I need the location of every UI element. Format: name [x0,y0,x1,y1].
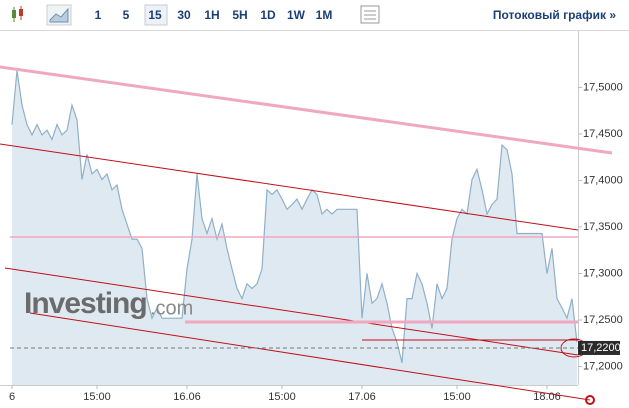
interval-button[interactable]: 1D [260,8,276,22]
y-tick-label: 17,3000 [583,267,623,279]
y-tick-label: 17,5000 [583,81,623,93]
candle-icon[interactable] [12,6,23,22]
trend-lines [0,65,613,405]
x-tick-label: 15:00 [268,391,296,403]
x-tick-label: 18.06 [533,391,561,403]
watermark-suffix: .com [150,297,193,319]
interval-button[interactable]: 1M [316,8,333,22]
interval-button[interactable]: 1H [204,8,219,22]
price-line [11,70,578,364]
area-icon[interactable] [46,4,72,26]
x-tick-label: 15:00 [83,391,111,403]
streaming-link[interactable]: Потоковый график » [493,8,616,22]
active-interval-box [144,4,168,26]
x-tick-label: 6 [9,391,15,403]
interval-button[interactable]: 5H [232,8,247,22]
y-tick-label: 17,4500 [583,128,623,140]
interval-button[interactable]: 1 [95,8,102,22]
interval-button[interactable]: 30 [177,8,191,22]
current-price-box [578,340,620,355]
interval-button[interactable]: 5 [123,8,130,22]
interval-button[interactable]: 15 [148,8,162,22]
x-tick-label: 16.06 [173,391,201,403]
watermark-brand: Investing [24,287,147,320]
area [12,70,577,385]
table-icon[interactable] [360,5,380,24]
plot-area [11,70,578,385]
x-tick-label: 17.06 [348,391,376,403]
current-price-label: 17,2200 [581,342,621,354]
y-tick-label: 17,2500 [583,314,623,326]
x-tick-label: 15:00 [443,391,471,403]
interval-button[interactable]: 1W [287,8,306,22]
y-tick-label: 17,2000 [583,360,623,372]
y-tick-label: 17,4000 [583,174,623,186]
y-tick-label: 17,3500 [583,221,623,233]
